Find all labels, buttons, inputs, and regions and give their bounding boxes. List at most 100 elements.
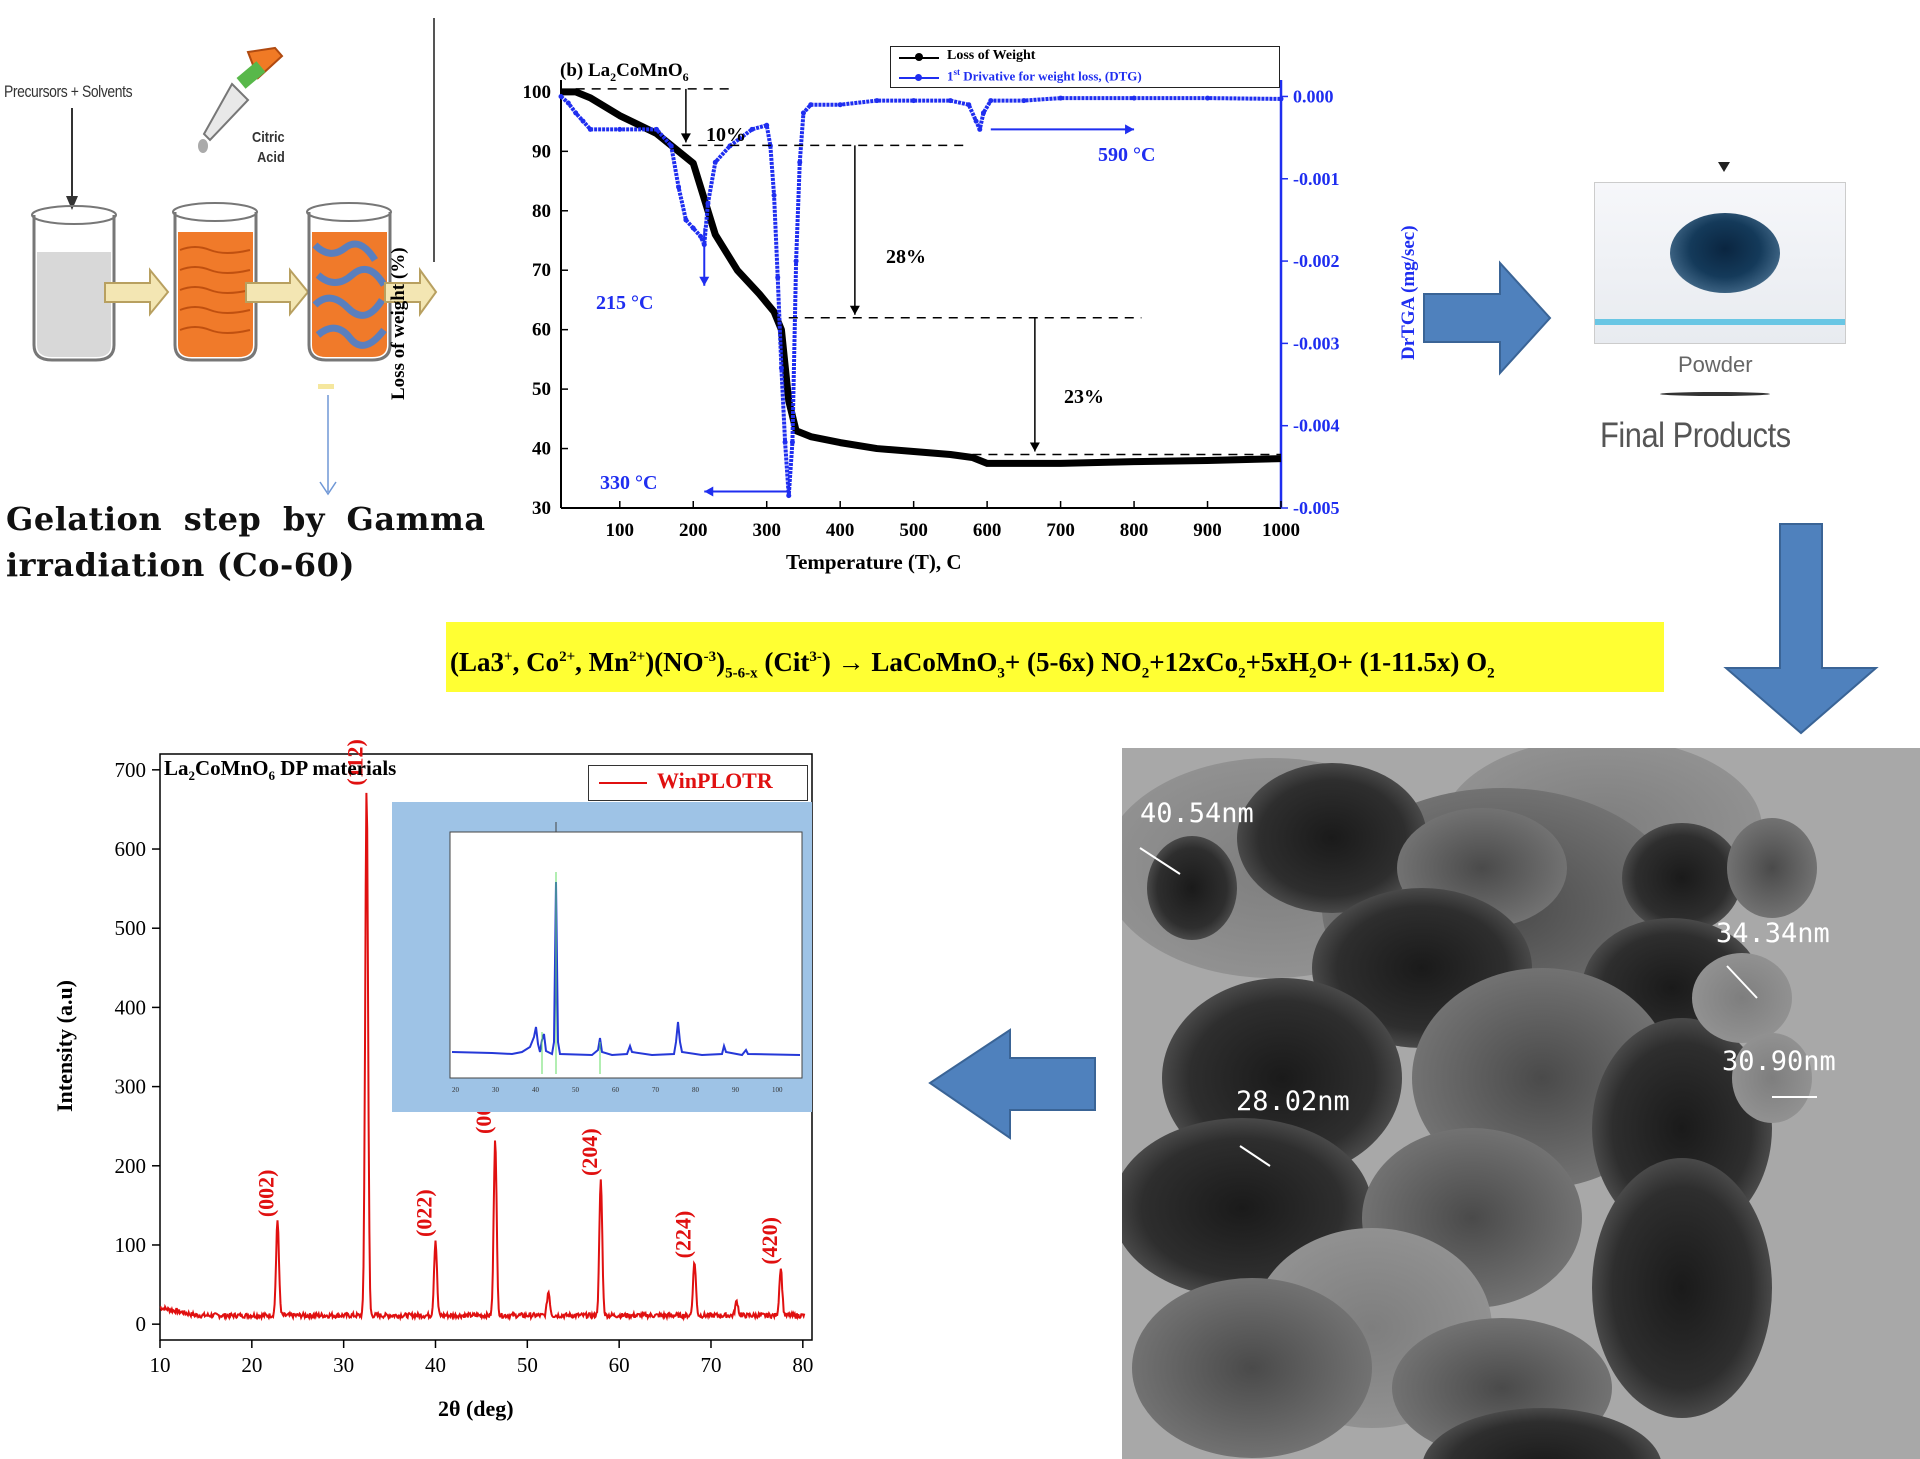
tga-dtg-point bbox=[698, 233, 704, 239]
citric-label-line1: Citric bbox=[252, 129, 285, 146]
eq-p8-sub: 2 bbox=[1141, 665, 1150, 682]
tga-weight-line bbox=[561, 88, 1282, 467]
precursors-label: Precursors + Solvents bbox=[4, 82, 133, 101]
tga-dtg-point bbox=[1278, 96, 1284, 102]
tga-y-tick-label: 60 bbox=[532, 320, 551, 341]
eq-p7: ) → LaCoMnO bbox=[821, 647, 998, 677]
xrd-y-tick-label: 0 bbox=[136, 1312, 147, 1336]
tga-dtg-point bbox=[764, 122, 770, 128]
eq-p8: + (5-6x) NO bbox=[1004, 647, 1142, 677]
arrow-right-icon bbox=[1423, 260, 1552, 376]
xrd-y-tick-label: 100 bbox=[115, 1233, 147, 1257]
gelation-caption: Gelation step by Gamma irradiation (Co-6… bbox=[6, 496, 486, 588]
tga-dtg-point bbox=[1058, 95, 1064, 101]
xrd-x-tick-label: 20 bbox=[241, 1353, 262, 1377]
tga-dtg-point bbox=[793, 258, 799, 264]
tga-x-tick-label: 600 bbox=[973, 520, 1002, 541]
tem-size-2: 34.34nm bbox=[1716, 918, 1830, 949]
eq-p3-sup: 2+ bbox=[629, 649, 646, 665]
xrd-y-tick-label: 200 bbox=[115, 1154, 147, 1178]
xrd-inset: 20 30 40 50 60 70 80 90 100 bbox=[392, 802, 812, 1112]
tga-dtg-point bbox=[808, 102, 814, 108]
tga-legend: Loss of Weight 1st Drivative for weight … bbox=[890, 46, 1280, 88]
tga-arrow-215-head bbox=[699, 276, 710, 286]
tga-dtg-point bbox=[587, 126, 593, 132]
svg-text:20: 20 bbox=[452, 1086, 460, 1094]
tga-y2-tick-label: -0.004 bbox=[1293, 416, 1340, 436]
tga-title-suffix: CoMnO bbox=[616, 60, 683, 81]
xrd-title-mid: CoMnO bbox=[195, 756, 269, 780]
xrd-title-sub2: 6 bbox=[268, 768, 276, 784]
svg-text:30: 30 bbox=[492, 1086, 500, 1094]
eq-p4: )(NO bbox=[645, 647, 704, 677]
tga-dtg-point bbox=[771, 192, 777, 198]
tga-y2-tick-label: -0.002 bbox=[1293, 251, 1340, 271]
tga-arrow-10-head bbox=[680, 133, 691, 143]
final-products-label: Final Products bbox=[1600, 416, 1791, 455]
tga-y-tick-label: 90 bbox=[532, 141, 551, 162]
xrd-x-tick-label: 70 bbox=[700, 1353, 721, 1377]
xrd-x-tick-label: 60 bbox=[609, 1353, 630, 1377]
tga-y2-tick-label: -0.001 bbox=[1293, 169, 1340, 189]
eq-p3: , Mn bbox=[575, 647, 630, 677]
tga-dtg-point bbox=[712, 159, 718, 165]
tga-x-tick-label: 200 bbox=[679, 520, 708, 541]
tga-dtg-point bbox=[1131, 95, 1137, 101]
tga-y-tick-label: 100 bbox=[523, 82, 552, 103]
eq-p6-sup: 3- bbox=[809, 649, 822, 665]
eq-p4-sup: -3 bbox=[703, 649, 717, 665]
xrd-y-tick-label: 600 bbox=[115, 837, 147, 861]
xrd-title-post: DP materials bbox=[275, 756, 397, 780]
tga-title-sub2: 6 bbox=[682, 69, 689, 84]
tga-dtg-point bbox=[573, 110, 579, 116]
beaker-gel bbox=[172, 202, 258, 362]
arrow-left-icon bbox=[928, 1028, 1096, 1140]
tga-title-sub: 2 bbox=[610, 69, 617, 84]
synthesis-schematic bbox=[31, 18, 438, 496]
tga-dtg-point bbox=[654, 126, 660, 132]
tga-xlabel: Temperature (T), C bbox=[786, 550, 962, 574]
xrd-x-tick-label: 30 bbox=[333, 1353, 354, 1377]
svg-text:80: 80 bbox=[692, 1086, 700, 1094]
tga-dtg-point bbox=[988, 98, 994, 104]
tga-dtg-point bbox=[683, 217, 689, 223]
tga-arrow-23-head bbox=[1029, 442, 1040, 452]
xrd-peak-label: (224) bbox=[670, 1211, 695, 1259]
tga-dtg-point bbox=[786, 493, 792, 499]
xrd-x-tick-label: 80 bbox=[792, 1353, 813, 1377]
eq-p1: (La3 bbox=[450, 647, 504, 677]
dropper-icon bbox=[198, 46, 284, 153]
annot-590c: 590 °C bbox=[1098, 144, 1156, 166]
xrd-y-tick-label: 700 bbox=[115, 758, 147, 782]
tga-dtg-point bbox=[580, 118, 586, 124]
eq-p10-sub: 2 bbox=[1309, 665, 1317, 682]
reaction-equation: (La3+, Co2+, Mn2+)(NO-3)5-6-x (Cit3-) → … bbox=[446, 622, 1664, 692]
eq-p5: ) bbox=[716, 647, 726, 677]
xrd-legend: WinPLOTR bbox=[588, 765, 808, 801]
eq-p2: , Co bbox=[512, 647, 560, 677]
annot-23pct: 23% bbox=[1064, 386, 1104, 408]
eq-p2-sup: 2+ bbox=[559, 649, 576, 665]
tga-arrow-590-head bbox=[1125, 124, 1135, 135]
citric-label-line2: Acid bbox=[257, 149, 285, 166]
tga-y-tick-label: 30 bbox=[532, 498, 551, 519]
tga-dtg-point bbox=[727, 143, 733, 149]
tga-dtg-point bbox=[789, 439, 795, 445]
beaker-gamma bbox=[306, 202, 392, 362]
tga-dtg-point bbox=[782, 439, 788, 445]
powder-marker bbox=[1718, 162, 1730, 172]
tem-size-4: 28.02nm bbox=[1236, 1086, 1350, 1117]
tga-dtg-point bbox=[565, 100, 571, 106]
tem-size-1: 40.54nm bbox=[1140, 798, 1254, 829]
gelation-line1: Gelation step by Gamma bbox=[6, 500, 486, 538]
svg-text:100: 100 bbox=[772, 1086, 783, 1094]
annot-215c: 215 °C bbox=[596, 292, 654, 314]
tga-legend-2-sup: st bbox=[953, 67, 961, 77]
xrd-xlabel: 2θ (deg) bbox=[438, 1396, 514, 1421]
xrd-title-sub: 2 bbox=[188, 768, 196, 784]
tga-dtg-point bbox=[690, 225, 696, 231]
tga-y-tick-label: 50 bbox=[532, 379, 551, 400]
tga-x-tick-label: 500 bbox=[899, 520, 928, 541]
xrd-peak-label: (022) bbox=[411, 1189, 436, 1237]
